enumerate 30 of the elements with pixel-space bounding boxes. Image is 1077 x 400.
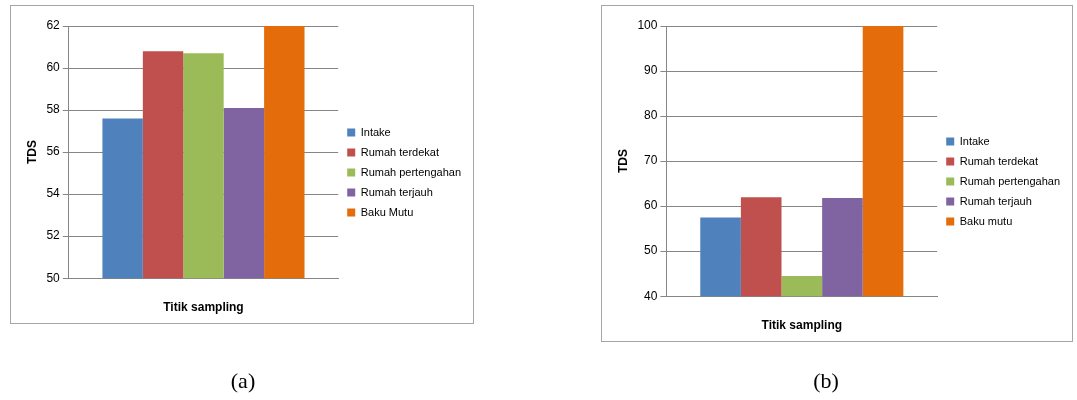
y-tick-label: 50 <box>46 270 61 285</box>
y-tick-label: 60 <box>46 60 61 75</box>
y-tick-label: 70 <box>644 153 658 168</box>
y-tick-label: 60 <box>644 198 658 213</box>
legend-label: Rumah terjauh <box>959 194 1032 207</box>
y-tick-label: 62 <box>46 18 61 33</box>
y-tick-label: 58 <box>46 102 61 117</box>
legend-label: Intake <box>360 125 391 138</box>
legend-label: Baku Mutu <box>360 205 414 218</box>
legend-label: Intake <box>959 134 990 147</box>
y-tick-label: 40 <box>644 288 658 303</box>
y-tick-label: 80 <box>644 108 658 123</box>
legend-label: Baku mutu <box>959 214 1013 227</box>
y-tick-label: 100 <box>637 18 658 33</box>
y-tick-label: 52 <box>46 228 61 243</box>
y-tick-label: 54 <box>46 186 61 201</box>
legend-label: Rumah terdekat <box>959 154 1038 167</box>
y-tick-label: 90 <box>644 63 658 78</box>
y-tick-label: 50 <box>644 243 658 258</box>
x-axis-title: Titik sampling <box>163 300 244 315</box>
legend-label: Rumah terdekat <box>360 145 439 158</box>
y-axis-title: TDS <box>24 140 39 165</box>
legend-label: Rumah pertengahan <box>959 174 1060 187</box>
y-tick-label: 56 <box>46 144 61 159</box>
text: (b) <box>813 368 839 394</box>
legend-label: Rumah pertengahan <box>360 165 461 178</box>
text: (a) <box>230 368 256 394</box>
x-axis-title: Titik sampling <box>761 318 843 333</box>
legend-label: Rumah terjauh <box>360 185 433 198</box>
y-axis-title: TDS <box>615 149 630 174</box>
